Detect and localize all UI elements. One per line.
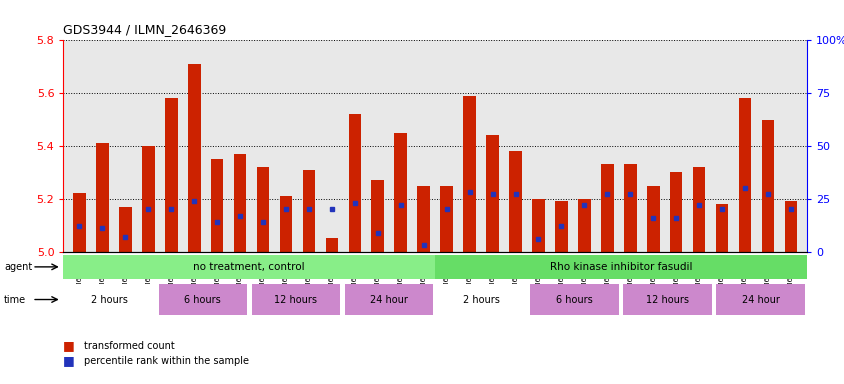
Bar (73, 194, 85, 252)
Bar (530, 284, 618, 315)
Text: 2 hours: 2 hours (91, 295, 128, 305)
Bar (440, 185, 452, 252)
Text: 24 hour: 24 hour (741, 295, 778, 305)
Bar (692, 167, 705, 252)
Bar (142, 146, 154, 252)
Bar (302, 170, 315, 252)
Bar (555, 201, 567, 252)
Text: 6 hours: 6 hours (184, 295, 221, 305)
Text: no treatment, control: no treatment, control (193, 262, 305, 272)
Bar (187, 64, 200, 252)
Bar (348, 114, 360, 252)
Bar (279, 196, 292, 252)
Bar (66, 284, 154, 315)
Bar (600, 164, 613, 252)
Bar (463, 96, 475, 252)
Bar (437, 284, 525, 315)
Bar (252, 284, 339, 315)
Bar (344, 284, 432, 315)
Text: ■: ■ (63, 339, 75, 352)
Bar (435, 255, 806, 279)
Bar (159, 284, 246, 315)
Bar (119, 207, 132, 252)
Text: time: time (4, 295, 26, 305)
Bar (63, 255, 435, 279)
Bar (257, 167, 269, 252)
Text: ■: ■ (63, 354, 75, 367)
Bar (532, 199, 544, 252)
Bar (715, 204, 728, 252)
Bar (623, 284, 711, 315)
Bar (784, 201, 796, 252)
Bar (738, 98, 750, 252)
Text: GDS3944 / ILMN_2646369: GDS3944 / ILMN_2646369 (63, 23, 226, 36)
Bar (371, 180, 384, 252)
Bar (234, 154, 246, 252)
Bar (716, 284, 803, 315)
Text: 6 hours: 6 hours (555, 295, 592, 305)
Text: transformed count: transformed count (84, 341, 175, 351)
Bar (165, 98, 177, 252)
Bar (647, 185, 658, 252)
Bar (577, 199, 590, 252)
Bar (485, 135, 498, 252)
Text: 24 hour: 24 hour (370, 295, 407, 305)
Bar (760, 119, 773, 252)
Text: agent: agent (4, 262, 32, 272)
Text: 12 hours: 12 hours (274, 295, 316, 305)
Bar (509, 151, 522, 252)
Bar (669, 172, 682, 252)
Bar (417, 185, 430, 252)
Text: 12 hours: 12 hours (646, 295, 688, 305)
Bar (394, 133, 407, 252)
Text: 2 hours: 2 hours (463, 295, 500, 305)
Bar (325, 238, 338, 252)
Bar (96, 143, 109, 252)
Text: Rho kinase inhibitor fasudil: Rho kinase inhibitor fasudil (549, 262, 691, 272)
Bar (211, 159, 223, 252)
Bar (623, 164, 636, 252)
Text: percentile rank within the sample: percentile rank within the sample (84, 356, 249, 366)
